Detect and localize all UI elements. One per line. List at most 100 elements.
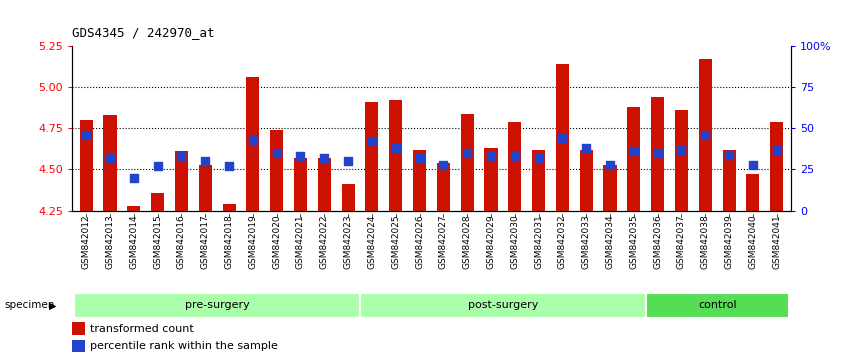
- Bar: [80, 120, 93, 211]
- Text: post-surgery: post-surgery: [468, 300, 538, 310]
- Text: GSM842028: GSM842028: [463, 214, 472, 269]
- Text: GSM842016: GSM842016: [177, 214, 186, 269]
- Text: pre-surgery: pre-surgery: [184, 300, 250, 310]
- Bar: [389, 100, 403, 211]
- Point: [199, 159, 212, 164]
- Text: GSM842034: GSM842034: [606, 214, 614, 269]
- Bar: [580, 150, 593, 211]
- Point: [413, 155, 426, 161]
- Bar: [72, 322, 85, 335]
- Bar: [175, 152, 188, 211]
- Point: [580, 145, 593, 151]
- Point: [603, 162, 617, 167]
- Text: GDS4345 / 242970_at: GDS4345 / 242970_at: [72, 26, 214, 39]
- Text: GSM842038: GSM842038: [700, 214, 710, 269]
- Bar: [603, 165, 617, 211]
- Text: GSM842029: GSM842029: [486, 214, 496, 269]
- Point: [317, 155, 331, 161]
- Point: [294, 154, 307, 159]
- Text: GSM842032: GSM842032: [558, 214, 567, 269]
- Bar: [127, 206, 140, 211]
- Bar: [103, 115, 117, 211]
- Text: GSM842035: GSM842035: [629, 214, 639, 269]
- Bar: [74, 292, 360, 318]
- Text: GSM842041: GSM842041: [772, 214, 781, 269]
- Point: [151, 163, 164, 169]
- Point: [746, 162, 760, 167]
- Bar: [199, 165, 212, 211]
- Bar: [556, 64, 569, 211]
- Point: [532, 155, 546, 161]
- Text: control: control: [698, 300, 737, 310]
- Point: [699, 132, 712, 138]
- Point: [246, 137, 260, 143]
- Bar: [270, 130, 283, 211]
- Text: specimen: specimen: [4, 300, 55, 310]
- Bar: [746, 175, 760, 211]
- Point: [80, 132, 93, 138]
- Text: GSM842015: GSM842015: [153, 214, 162, 269]
- Text: transformed count: transformed count: [90, 324, 194, 333]
- Text: GSM842024: GSM842024: [367, 214, 376, 269]
- Bar: [360, 292, 645, 318]
- Text: GSM842012: GSM842012: [82, 214, 91, 269]
- Bar: [651, 97, 664, 211]
- Point: [627, 149, 640, 154]
- Text: GSM842039: GSM842039: [725, 214, 733, 269]
- Point: [174, 154, 188, 159]
- Bar: [342, 184, 354, 211]
- Point: [127, 175, 140, 181]
- Bar: [627, 107, 640, 211]
- Text: GSM842026: GSM842026: [415, 214, 424, 269]
- Bar: [645, 292, 788, 318]
- Text: GSM842023: GSM842023: [343, 214, 353, 269]
- Bar: [151, 193, 164, 211]
- Bar: [722, 150, 736, 211]
- Text: GSM842030: GSM842030: [510, 214, 519, 269]
- Bar: [460, 114, 474, 211]
- Text: GSM842036: GSM842036: [653, 214, 662, 269]
- Point: [722, 152, 736, 158]
- Point: [484, 154, 497, 159]
- Text: percentile rank within the sample: percentile rank within the sample: [90, 341, 277, 351]
- Bar: [699, 59, 711, 211]
- Text: GSM842021: GSM842021: [296, 214, 305, 269]
- Point: [270, 150, 283, 156]
- Point: [556, 135, 569, 141]
- Bar: [72, 340, 85, 352]
- Bar: [532, 150, 545, 211]
- Point: [770, 147, 783, 153]
- Bar: [675, 110, 688, 211]
- Bar: [485, 148, 497, 211]
- Text: GSM842013: GSM842013: [106, 214, 114, 269]
- Bar: [508, 122, 521, 211]
- Text: GSM842018: GSM842018: [224, 214, 233, 269]
- Text: GSM842014: GSM842014: [129, 214, 138, 269]
- Text: GSM842020: GSM842020: [272, 214, 281, 269]
- Point: [341, 159, 354, 164]
- Text: GSM842037: GSM842037: [677, 214, 686, 269]
- Bar: [413, 150, 426, 211]
- Text: ▶: ▶: [49, 300, 57, 310]
- Text: GSM842025: GSM842025: [391, 214, 400, 269]
- Bar: [294, 158, 307, 211]
- Point: [437, 162, 450, 167]
- Bar: [365, 102, 378, 211]
- Text: GSM842019: GSM842019: [249, 214, 257, 269]
- Point: [365, 139, 379, 144]
- Text: GSM842033: GSM842033: [582, 214, 591, 269]
- Text: GSM842017: GSM842017: [201, 214, 210, 269]
- Point: [103, 155, 117, 161]
- Point: [389, 145, 403, 151]
- Text: GSM842031: GSM842031: [534, 214, 543, 269]
- Bar: [437, 163, 450, 211]
- Text: GSM842040: GSM842040: [749, 214, 757, 269]
- Point: [651, 150, 664, 156]
- Point: [508, 154, 522, 159]
- Text: GSM842027: GSM842027: [439, 214, 448, 269]
- Bar: [318, 158, 331, 211]
- Bar: [246, 77, 260, 211]
- Bar: [770, 122, 783, 211]
- Point: [222, 163, 236, 169]
- Text: GSM842022: GSM842022: [320, 214, 329, 269]
